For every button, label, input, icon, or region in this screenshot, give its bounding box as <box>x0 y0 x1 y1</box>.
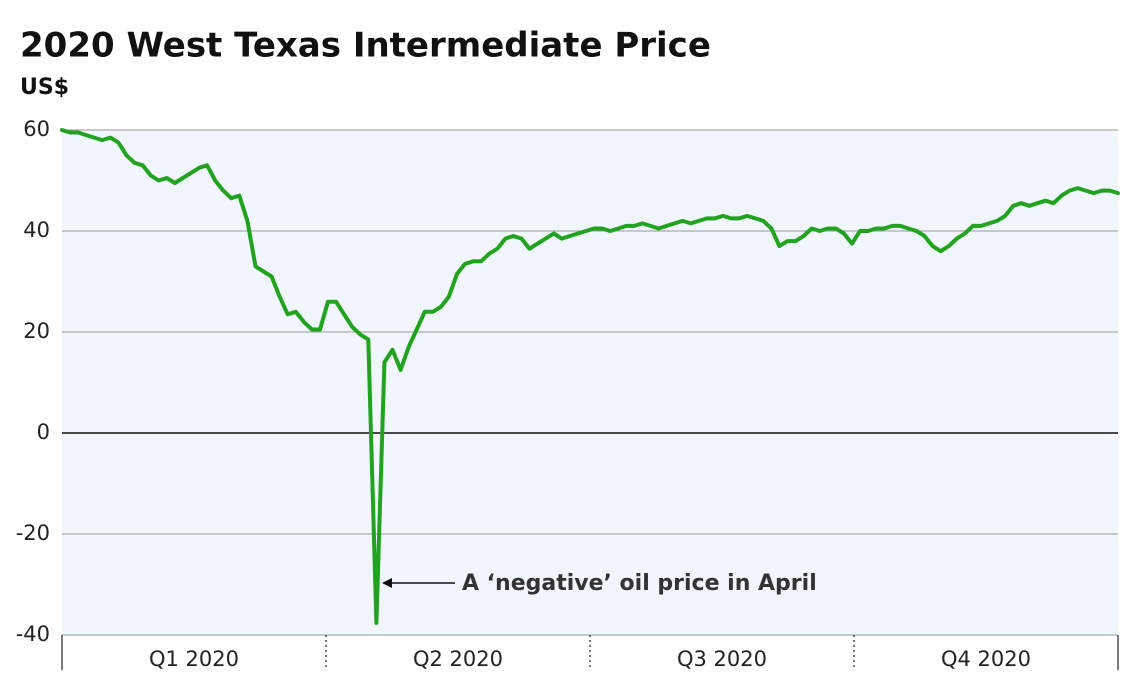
price-line <box>60 128 1120 625</box>
chart-subtitle: US$ <box>20 75 69 100</box>
chart-title: 2020 West Texas Intermediate Price <box>20 26 711 66</box>
plot-background <box>62 130 1118 635</box>
y-tick-label: 40 <box>23 218 50 242</box>
y-tick-label: -40 <box>16 622 50 646</box>
x-tick-label: Q2 2020 <box>413 647 503 671</box>
y-tick-label: 20 <box>23 319 50 343</box>
y-tick-label: 60 <box>23 117 50 141</box>
annotation: A ‘negative’ oil price in April <box>462 571 817 596</box>
series <box>60 128 1120 625</box>
y-tick-label: 0 <box>37 420 50 444</box>
annotation-arrowhead <box>382 578 392 588</box>
y-tick-label: -20 <box>16 521 50 545</box>
x-tick-label: Q1 2020 <box>149 647 239 671</box>
x-tick-label: Q4 2020 <box>941 647 1031 671</box>
x-tick-label: Q3 2020 <box>677 647 767 671</box>
